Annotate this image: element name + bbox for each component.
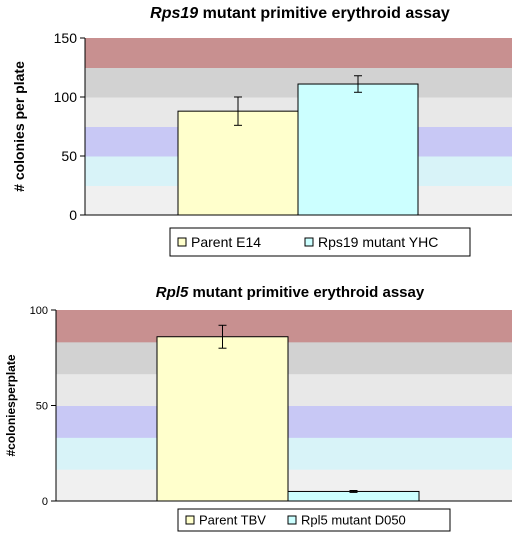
legend-label: Rpl5 mutant D050: [301, 513, 406, 528]
legend-box: [169, 227, 471, 257]
y-axis-label: #coloniesperplate: [4, 354, 18, 456]
y-tick-label: 150: [54, 30, 78, 46]
chart-1: Rps19 mutant primitive erythroid assay 0 5…: [11, 5, 512, 257]
legend-swatch: [185, 515, 195, 525]
legend-swatch: [304, 237, 314, 247]
y-tick-label: 0: [42, 496, 48, 508]
legend-swatch: [177, 237, 187, 247]
y-tick-label: 50: [61, 148, 77, 164]
bar: [177, 110, 299, 216]
background-band: [85, 38, 512, 68]
chart-title: Rpl5 mutant primitive erythroid assay: [156, 284, 425, 301]
y-tick-label: 0: [69, 207, 77, 223]
legend-label: Rps19 mutant YHC: [318, 234, 438, 250]
y-tick-label: 100: [54, 89, 78, 105]
legend-label: Parent E14: [191, 234, 261, 250]
y-tick-label: 100: [30, 305, 48, 317]
y-axis-label: # colonies per plate: [11, 61, 27, 192]
y-tick-label: 50: [36, 400, 48, 412]
bar: [297, 83, 419, 216]
chart-title: Rps19 mutant primitive erythroid assay: [150, 5, 450, 22]
bar: [156, 336, 289, 502]
legend-box: [177, 508, 451, 532]
legend-swatch: [287, 515, 297, 525]
chart-2: Rpl5 mutant primitive erythroid assay 0 50…: [4, 284, 512, 532]
legend-label: Parent TBV: [199, 513, 266, 528]
